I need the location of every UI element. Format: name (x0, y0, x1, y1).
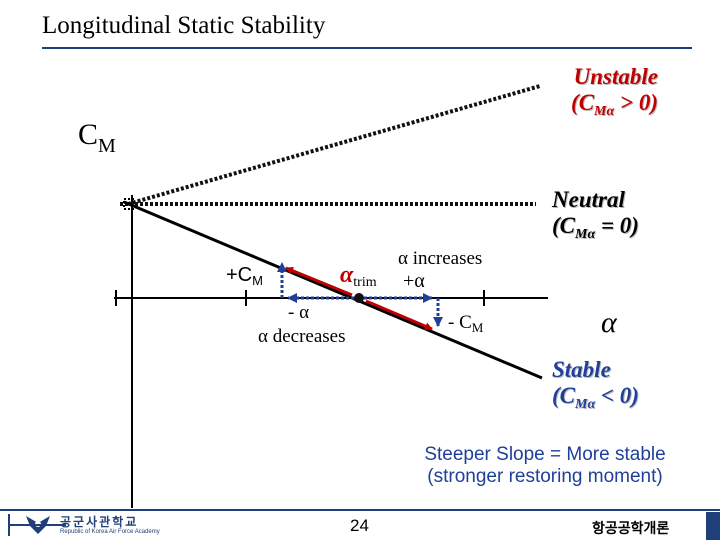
academy-logo: 공군사관학교 Republic of Korea Air Force Acade… (4, 512, 174, 538)
stable-label: Stable (CMα < 0) (552, 357, 639, 412)
origin-marker (123, 198, 135, 210)
red-arrow-left (285, 266, 353, 297)
alpha-increases-label: α increases (398, 248, 483, 269)
page-number: 24 (350, 516, 369, 535)
title-underline (42, 47, 692, 49)
x-axis-label: α (601, 306, 617, 339)
plus-alpha-label: +α (403, 270, 425, 292)
plus-cm-label: +CM (226, 264, 263, 288)
unstable-label: Unstable (CMα > 0) (571, 64, 658, 119)
minus-cm-label: - CM (448, 312, 484, 335)
alpha-trim-label: αtrim (340, 262, 377, 290)
red-arrow-right (365, 299, 433, 331)
academy-emblem-icon (8, 514, 66, 536)
slide-title: Longitudinal Static Stability (42, 12, 326, 39)
stable-line (123, 200, 543, 380)
footer-bar (0, 509, 720, 542)
logo-text: 공군사관학교 (60, 515, 139, 529)
logo-subtext: Republic of Korea Air Force Academy (60, 529, 160, 535)
course-name: 항공공학개론 (592, 521, 670, 537)
trim-point (354, 293, 364, 303)
unstable-line (127, 84, 541, 206)
minus-alpha-label: - α (288, 302, 310, 323)
alpha-decreases-label: α decreases (258, 326, 346, 347)
y-axis-label: CM (78, 118, 116, 157)
footer-corner-accent (706, 512, 720, 540)
neutral-label: Neutral (CMα = 0) (552, 187, 639, 242)
slope-note: Steeper Slope = More stable (stronger re… (424, 444, 666, 487)
